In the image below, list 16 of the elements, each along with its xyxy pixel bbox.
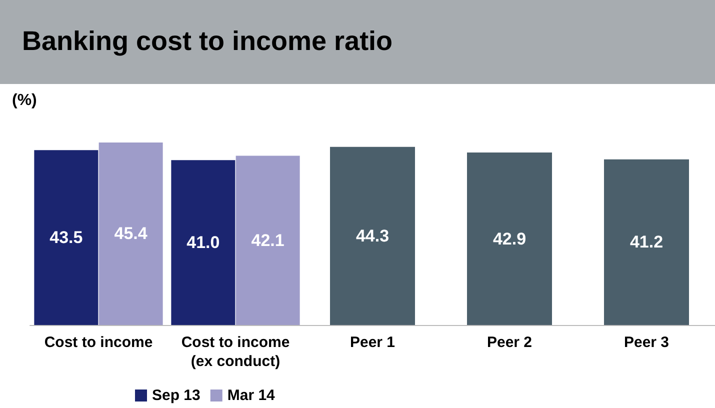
legend-label: Mar 14 xyxy=(227,387,276,404)
data-label: 41.2 xyxy=(630,232,664,252)
x-tick-label: Peer 1 xyxy=(350,334,396,351)
x-tick-label: Peer 2 xyxy=(486,334,532,351)
x-tick-label: Peer 3 xyxy=(624,334,670,351)
data-label: 45.4 xyxy=(114,224,148,244)
data-label: 44.3 xyxy=(356,226,390,246)
data-label: 42.1 xyxy=(251,230,284,250)
x-tick-label: Cost to income xyxy=(44,334,153,351)
chart-title: Banking cost to income ratio xyxy=(22,26,393,57)
data-label: 43.5 xyxy=(50,228,83,248)
data-label: 42.9 xyxy=(492,229,526,248)
legend-label: Sep 13 xyxy=(152,387,200,404)
x-tick-label: Cost to income (ex conduct) xyxy=(181,334,290,370)
data-label: 41.0 xyxy=(186,233,220,252)
y-axis-title: (%) xyxy=(12,92,37,110)
